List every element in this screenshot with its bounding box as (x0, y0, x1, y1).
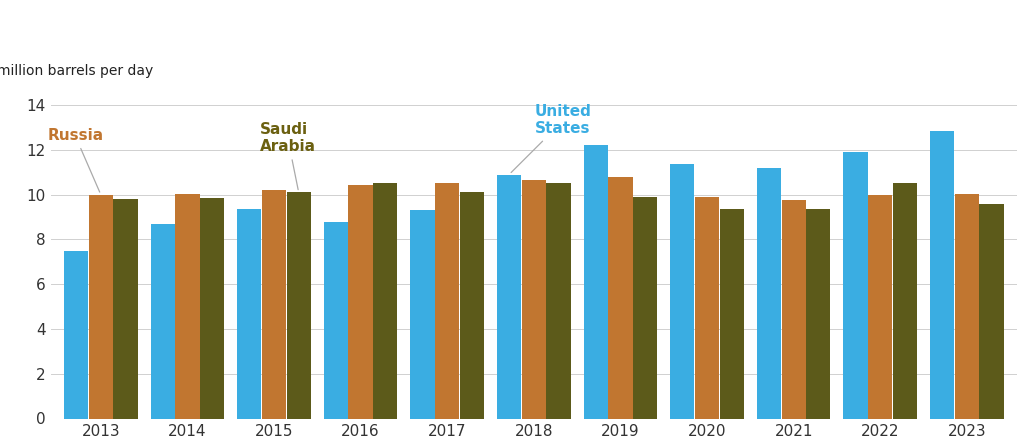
Bar (89, 194, 113, 418)
Bar (720, 209, 743, 418)
Bar (868, 194, 892, 418)
Bar (175, 194, 200, 418)
Bar (547, 183, 570, 418)
Bar (460, 192, 484, 418)
Text: United
States: United States (511, 104, 592, 173)
Bar (435, 183, 460, 418)
Text: Russia: Russia (47, 128, 103, 192)
Bar (287, 192, 311, 418)
Bar (238, 209, 261, 418)
Bar (65, 251, 88, 418)
Bar (200, 198, 224, 418)
Bar (671, 165, 694, 418)
Bar (373, 183, 397, 418)
Bar (930, 131, 954, 418)
Bar (262, 190, 286, 418)
Bar (757, 168, 781, 418)
Bar (608, 177, 633, 418)
Bar (893, 183, 918, 418)
Text: Saudi
Arabia: Saudi Arabia (260, 122, 315, 190)
Bar (151, 224, 175, 418)
Bar (633, 197, 657, 418)
Bar (324, 222, 348, 418)
Bar (521, 180, 546, 418)
Bar (411, 211, 434, 418)
Bar (695, 197, 719, 418)
Bar (114, 199, 137, 418)
Bar (844, 152, 867, 418)
Bar (781, 200, 806, 418)
Bar (806, 209, 830, 418)
Bar (497, 174, 521, 418)
Bar (584, 145, 608, 418)
Bar (979, 204, 1004, 418)
Text: million barrels per day: million barrels per day (0, 64, 154, 78)
Bar (348, 185, 373, 418)
Bar (954, 194, 979, 418)
